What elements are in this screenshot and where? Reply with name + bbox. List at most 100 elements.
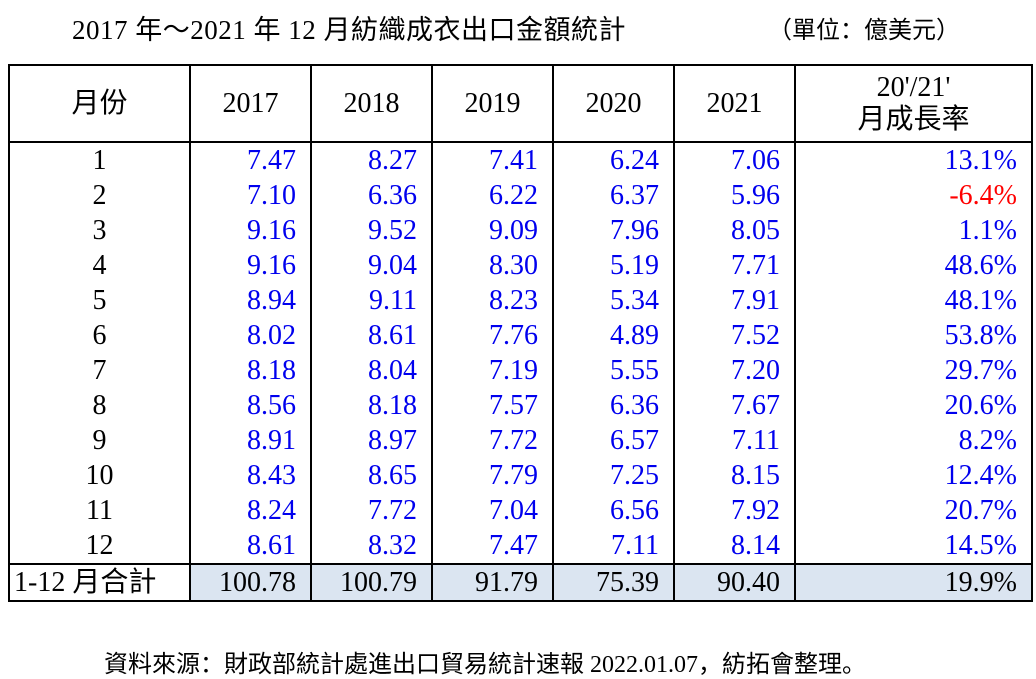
growth-cell: 14.5% <box>794 528 1033 564</box>
total-row: 1-12 月合計 100.78 100.79 91.79 75.39 90.40 19.9% <box>8 563 1033 602</box>
value-cell: 7.76 <box>431 318 554 353</box>
month-cell: 10 <box>8 458 191 493</box>
value-cell: 6.56 <box>552 493 675 528</box>
month-cell: 2 <box>8 178 191 213</box>
month-cell: 5 <box>8 283 191 318</box>
value-cell: 8.05 <box>673 213 796 248</box>
month-cell: 1 <box>8 141 191 178</box>
value-cell: 8.65 <box>310 458 433 493</box>
value-cell: 5.34 <box>552 283 675 318</box>
value-cell: 5.96 <box>673 178 796 213</box>
month-cell: 6 <box>8 318 191 353</box>
growth-cell: 53.8% <box>794 318 1033 353</box>
value-cell: 9.16 <box>189 248 312 283</box>
value-cell: 7.10 <box>189 178 312 213</box>
value-cell: 8.61 <box>189 528 312 564</box>
table-row: 6 8.02 8.61 7.76 4.89 7.52 53.8% <box>8 318 1033 353</box>
total-label: 1-12 月合計 <box>8 563 191 602</box>
table-row: 11 8.24 7.72 7.04 6.56 7.92 20.7% <box>8 493 1033 528</box>
table-row: 5 8.94 9.11 8.23 5.34 7.91 48.1% <box>8 283 1033 318</box>
header-growth-period: 20'/21' <box>876 72 951 104</box>
header-month: 月份 <box>8 64 191 143</box>
month-cell: 9 <box>8 423 191 458</box>
header-year: 2020 <box>552 64 675 143</box>
month-cell: 7 <box>8 353 191 388</box>
value-cell: 7.20 <box>673 353 796 388</box>
value-cell: 6.36 <box>310 178 433 213</box>
value-cell: 7.47 <box>189 141 312 178</box>
title-bar: 2017 年～2021 年 12 月紡織成衣出口金額統計 （單位：億美元） <box>0 6 1036 46</box>
header-year: 2017 <box>189 64 312 143</box>
table-row: 4 9.16 9.04 8.30 5.19 7.71 48.6% <box>8 248 1033 283</box>
value-cell: 6.57 <box>552 423 675 458</box>
value-cell: 8.91 <box>189 423 312 458</box>
value-cell: 8.56 <box>189 388 312 423</box>
header-year: 2021 <box>673 64 796 143</box>
growth-cell: 20.7% <box>794 493 1033 528</box>
value-cell: 8.18 <box>189 353 312 388</box>
table-row: 8 8.56 8.18 7.57 6.36 7.67 20.6% <box>8 388 1033 423</box>
value-cell: 7.19 <box>431 353 554 388</box>
unit-note: （單位：億美元） <box>768 18 960 44</box>
value-cell: 5.19 <box>552 248 675 283</box>
value-cell: 8.23 <box>431 283 554 318</box>
value-cell: 7.92 <box>673 493 796 528</box>
value-cell: 8.15 <box>673 458 796 493</box>
table-row: 2 7.10 6.36 6.22 6.37 5.96 -6.4% <box>8 178 1033 213</box>
value-cell: 7.52 <box>673 318 796 353</box>
header-growth-label: 月成長率 <box>857 103 970 135</box>
value-cell: 7.25 <box>552 458 675 493</box>
source-note: 資料來源：財政部統計處進出口貿易統計速報 2022.01.07，紡拓會整理。 <box>104 652 866 678</box>
value-cell: 8.27 <box>310 141 433 178</box>
total-value-cell: 75.39 <box>552 563 675 602</box>
value-cell: 9.09 <box>431 213 554 248</box>
value-cell: 8.61 <box>310 318 433 353</box>
growth-cell: 29.7% <box>794 353 1033 388</box>
header-year: 2018 <box>310 64 433 143</box>
month-cell: 12 <box>8 528 191 564</box>
page-title: 2017 年～2021 年 12 月紡織成衣出口金額統計 <box>72 15 626 45</box>
header-year: 2019 <box>431 64 554 143</box>
growth-cell: 12.4% <box>794 458 1033 493</box>
value-cell: 8.18 <box>310 388 433 423</box>
value-cell: 8.43 <box>189 458 312 493</box>
value-cell: 9.52 <box>310 213 433 248</box>
value-cell: 7.04 <box>431 493 554 528</box>
value-cell: 7.79 <box>431 458 554 493</box>
value-cell: 7.72 <box>310 493 433 528</box>
value-cell: 7.96 <box>552 213 675 248</box>
growth-cell: -6.4% <box>794 178 1033 213</box>
value-cell: 7.91 <box>673 283 796 318</box>
value-cell: 4.89 <box>552 318 675 353</box>
value-cell: 9.04 <box>310 248 433 283</box>
total-growth-cell: 19.9% <box>794 563 1033 602</box>
table-body: 1 7.47 8.27 7.41 6.24 7.06 13.1% 2 7.10 6.36 6.22 6… <box>8 141 1033 602</box>
total-value-cell: 100.79 <box>310 563 433 602</box>
value-cell: 8.94 <box>189 283 312 318</box>
value-cell: 8.24 <box>189 493 312 528</box>
value-cell: 6.37 <box>552 178 675 213</box>
growth-cell: 20.6% <box>794 388 1033 423</box>
value-cell: 6.22 <box>431 178 554 213</box>
growth-cell: 48.6% <box>794 248 1033 283</box>
growth-cell: 48.1% <box>794 283 1033 318</box>
value-cell: 7.47 <box>431 528 554 564</box>
month-cell: 4 <box>8 248 191 283</box>
table-row: 1 7.47 8.27 7.41 6.24 7.06 13.1% <box>8 141 1033 178</box>
value-cell: 8.32 <box>310 528 433 564</box>
value-cell: 7.67 <box>673 388 796 423</box>
value-cell: 6.24 <box>552 141 675 178</box>
value-cell: 8.02 <box>189 318 312 353</box>
value-cell: 9.11 <box>310 283 433 318</box>
value-cell: 7.72 <box>431 423 554 458</box>
table-row: 3 9.16 9.52 9.09 7.96 8.05 1.1% <box>8 213 1033 248</box>
month-cell: 8 <box>8 388 191 423</box>
value-cell: 8.04 <box>310 353 433 388</box>
value-cell: 7.11 <box>673 423 796 458</box>
value-cell: 5.55 <box>552 353 675 388</box>
value-cell: 7.71 <box>673 248 796 283</box>
value-cell: 9.16 <box>189 213 312 248</box>
total-value-cell: 100.78 <box>189 563 312 602</box>
value-cell: 6.36 <box>552 388 675 423</box>
month-cell: 11 <box>8 493 191 528</box>
